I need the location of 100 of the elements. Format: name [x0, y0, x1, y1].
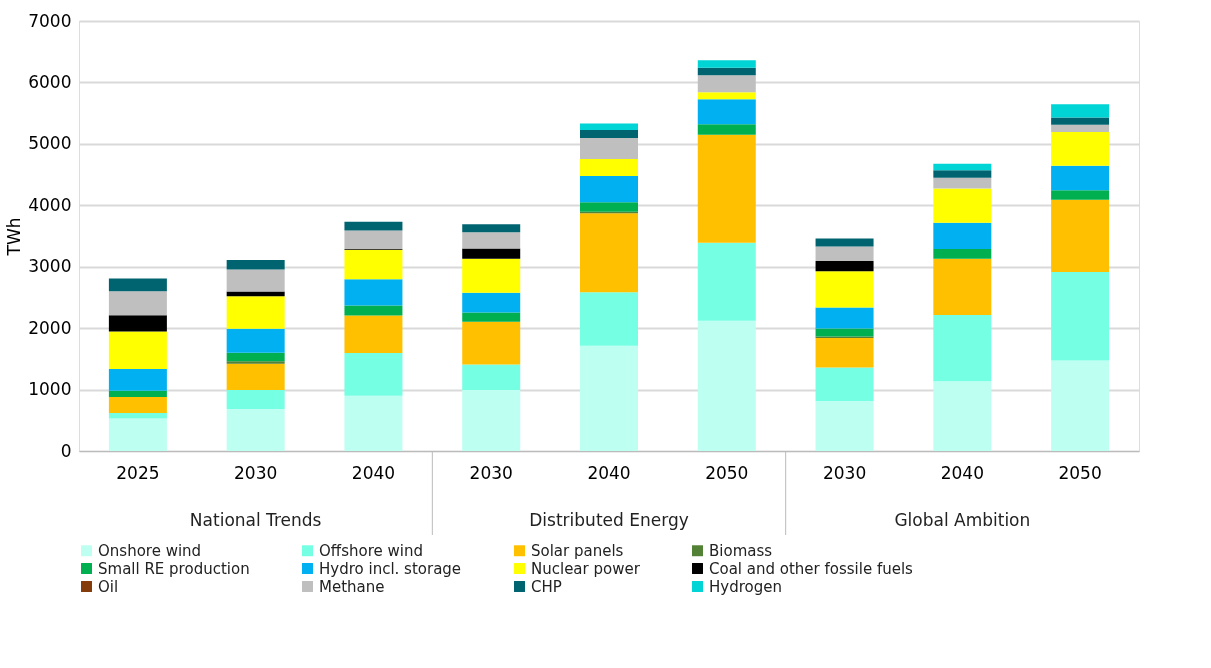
bar — [344, 249, 403, 280]
x-tick-label: 2025 — [116, 462, 160, 483]
legend-label: CHP — [531, 577, 562, 596]
bar — [580, 202, 638, 212]
bar — [462, 312, 521, 322]
bar — [108, 315, 167, 332]
bar — [226, 408, 285, 451]
bar — [462, 224, 521, 233]
bar — [108, 390, 167, 397]
bar — [108, 396, 167, 413]
x-tick-label: 2030 — [234, 462, 278, 483]
bar — [1051, 271, 1110, 361]
bar — [462, 389, 521, 451]
y-tick-label: 3000 — [28, 256, 72, 277]
bar — [1051, 124, 1110, 132]
bar — [815, 328, 874, 337]
bar — [1051, 131, 1110, 166]
bar — [1051, 190, 1110, 200]
text: Distributed Energy — [529, 510, 689, 530]
bar — [344, 315, 403, 354]
legend-label: Solar panels — [531, 541, 624, 560]
y-tick-label: 5000 — [28, 133, 72, 154]
legend-label: Methane — [319, 577, 385, 596]
y-tick-label: 6000 — [28, 71, 72, 92]
text: National Trends — [189, 510, 322, 530]
legend-label: Hydro incl. storage — [319, 559, 462, 578]
bar — [815, 246, 874, 261]
bar — [697, 124, 756, 135]
bar — [226, 269, 285, 292]
bar — [580, 345, 638, 451]
y-tick-label: 2000 — [28, 317, 72, 338]
x-tick-label: 2050 — [1058, 462, 1102, 483]
bar — [933, 258, 992, 315]
bar — [933, 314, 992, 382]
y-axis-title: TWh — [4, 217, 25, 257]
bar — [462, 258, 521, 293]
x-tick-label: 2040 — [587, 462, 631, 483]
legend-label: Hydrogen — [709, 577, 782, 596]
bar — [933, 188, 992, 223]
bar — [462, 248, 521, 259]
bar — [697, 242, 756, 321]
bar — [344, 353, 403, 396]
bar — [1051, 117, 1110, 125]
bar — [815, 337, 874, 368]
legend-label: Nuclear power — [531, 559, 641, 578]
bar — [697, 75, 756, 93]
bar — [462, 292, 521, 313]
bar — [580, 176, 638, 203]
bar — [1051, 199, 1110, 272]
bar — [815, 260, 874, 272]
bar — [815, 271, 874, 308]
bar — [933, 163, 992, 171]
text: Global Ambition — [894, 510, 1031, 530]
bar — [697, 134, 756, 243]
bar — [462, 364, 521, 390]
bar — [226, 328, 285, 353]
bar — [108, 418, 167, 451]
bar — [1051, 165, 1110, 191]
bar — [815, 307, 874, 329]
bar — [580, 130, 638, 139]
bar — [226, 389, 285, 409]
bar — [580, 138, 638, 159]
bar — [108, 331, 167, 369]
y-tick-label: 7000 — [28, 10, 72, 31]
bar — [344, 230, 403, 249]
bar — [108, 291, 167, 316]
bar — [697, 60, 756, 68]
bar — [580, 123, 638, 131]
bar — [580, 158, 638, 177]
bar — [815, 400, 874, 451]
bar — [580, 213, 638, 293]
bar — [697, 67, 756, 76]
bar — [933, 170, 992, 178]
y-tick-label: 4000 — [28, 194, 72, 215]
bar — [226, 361, 285, 364]
x-tick-label: 2040 — [940, 462, 984, 483]
bar — [226, 352, 285, 362]
x-tick-label: 2030 — [822, 462, 867, 483]
bar — [1051, 104, 1110, 118]
x-tick-label: 2050 — [705, 462, 749, 483]
legend-label: Oil — [98, 577, 119, 596]
y-tick-label: 1000 — [28, 379, 72, 400]
bar — [697, 99, 756, 125]
bar — [344, 279, 403, 306]
y-tick-label: 0 — [60, 440, 72, 461]
bar — [933, 248, 992, 259]
bar — [462, 321, 521, 365]
bar — [933, 222, 992, 249]
bar — [697, 92, 756, 100]
legend-label: Small RE production — [98, 559, 250, 578]
legend-label: Biomass — [709, 541, 773, 560]
bar — [933, 381, 992, 451]
bar — [462, 232, 521, 249]
legend-label: Coal and other fossile fuels — [709, 559, 914, 578]
x-tick-label: 2040 — [351, 462, 396, 483]
bar — [108, 278, 167, 292]
bar — [226, 259, 285, 270]
bar — [344, 305, 403, 316]
bar — [815, 238, 874, 247]
bar — [344, 221, 403, 231]
